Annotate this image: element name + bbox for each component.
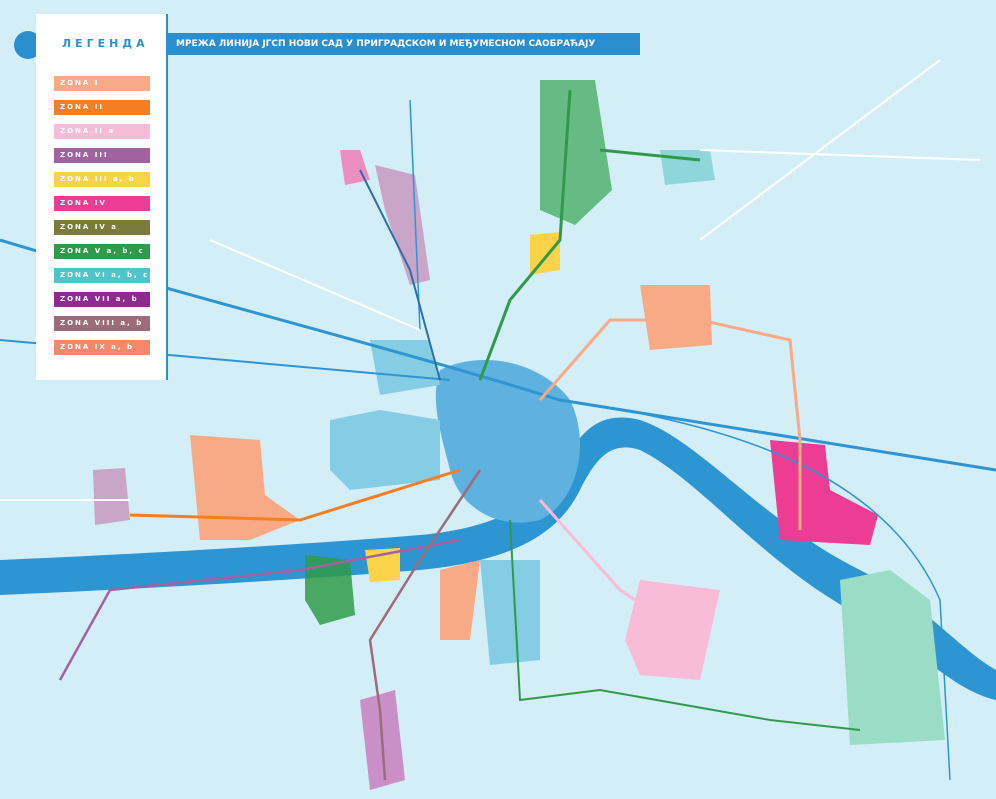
zone-area bbox=[660, 150, 715, 185]
legend-item: ZONA I bbox=[54, 76, 150, 91]
bus-line bbox=[368, 469, 482, 781]
legend-title: ЛЕГЕНДА bbox=[62, 37, 149, 50]
legend-item: ZONA VI a, b, c bbox=[54, 268, 150, 283]
zone-area bbox=[640, 285, 712, 350]
map-title: МРЕЖА ЛИНИЈА ЈГСП НОВИ САД У ПРИГРАДСКОМ… bbox=[166, 33, 640, 55]
bus-line bbox=[58, 538, 461, 681]
bus-line bbox=[478, 89, 572, 381]
road-line bbox=[409, 99, 421, 331]
legend-item: ZONA IV bbox=[54, 196, 150, 211]
zone-area bbox=[375, 165, 430, 285]
road-line bbox=[559, 399, 951, 781]
zone-area bbox=[540, 80, 612, 225]
zone-area bbox=[840, 570, 945, 745]
legend-item: ZONA II a bbox=[54, 124, 150, 139]
legend-item: ZONA II bbox=[54, 100, 150, 115]
legend-item: ZONA III bbox=[54, 148, 150, 163]
road-line bbox=[699, 59, 941, 241]
logo bbox=[14, 31, 42, 59]
bus-line bbox=[599, 148, 701, 162]
bus-line bbox=[359, 169, 441, 381]
zone-area bbox=[480, 560, 540, 665]
legend-item: ZONA IX a, b bbox=[54, 340, 150, 355]
zone-area bbox=[625, 580, 720, 680]
zone-area bbox=[330, 410, 440, 490]
bus-line bbox=[538, 499, 681, 632]
bus-line bbox=[509, 519, 861, 731]
zone-area bbox=[530, 232, 560, 275]
zone-area bbox=[770, 440, 878, 545]
legend-item: ZONA IV a bbox=[54, 220, 150, 235]
road-line bbox=[209, 239, 421, 331]
bus-line bbox=[129, 468, 461, 522]
legend: ZONA I ZONA II ZONA II a ZONA III ZONA III a… bbox=[36, 14, 168, 380]
road-line bbox=[699, 149, 981, 161]
zone-area bbox=[305, 555, 355, 625]
zone-area bbox=[370, 340, 440, 395]
river bbox=[0, 417, 996, 700]
legend-item: ZONA VII a, b bbox=[54, 292, 150, 307]
bus-line bbox=[538, 318, 802, 530]
legend-item: ZONA V a, b, c bbox=[54, 244, 150, 259]
zone-area bbox=[440, 560, 480, 640]
zone-area bbox=[93, 468, 130, 525]
legend-item: ZONA III a, b bbox=[54, 172, 150, 187]
zone-area bbox=[190, 435, 300, 540]
legend-item: ZONA VIII a, b bbox=[54, 316, 150, 331]
